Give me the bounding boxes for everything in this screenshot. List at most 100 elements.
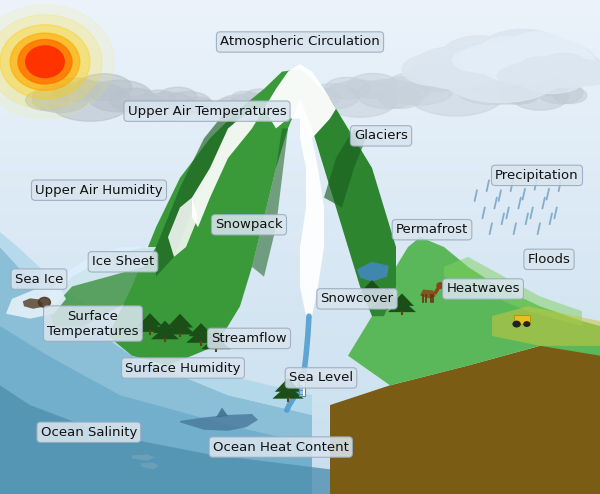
Bar	[0, 370, 600, 379]
Polygon shape	[141, 462, 159, 469]
Text: Ocean Salinity: Ocean Salinity	[41, 426, 137, 439]
Ellipse shape	[538, 82, 583, 104]
Ellipse shape	[385, 71, 454, 105]
Polygon shape	[390, 293, 414, 306]
Circle shape	[10, 33, 80, 90]
Ellipse shape	[500, 85, 539, 104]
Polygon shape	[167, 314, 193, 328]
Bar	[0, 157, 600, 165]
Bar	[0, 337, 600, 346]
Polygon shape	[23, 298, 43, 309]
Bar	[0, 181, 600, 189]
Ellipse shape	[52, 78, 100, 101]
Ellipse shape	[531, 52, 600, 87]
Ellipse shape	[26, 89, 68, 111]
Text: Snowcover: Snowcover	[320, 292, 394, 305]
Polygon shape	[357, 287, 387, 300]
Ellipse shape	[511, 82, 569, 110]
Polygon shape	[372, 294, 402, 307]
Polygon shape	[0, 232, 312, 415]
Ellipse shape	[124, 98, 153, 113]
Bar	[0, 263, 600, 272]
Bar	[0, 107, 600, 115]
Bar	[0, 140, 600, 148]
Ellipse shape	[508, 32, 566, 61]
Text: Sea Level: Sea Level	[289, 371, 353, 384]
Ellipse shape	[437, 41, 565, 102]
Ellipse shape	[478, 40, 566, 83]
Ellipse shape	[409, 63, 468, 91]
Circle shape	[523, 321, 530, 327]
Bar	[0, 8, 600, 16]
Polygon shape	[201, 336, 231, 349]
Bar	[0, 362, 600, 370]
Text: Heatwaves: Heatwaves	[446, 283, 520, 295]
Bar	[0, 445, 600, 453]
Bar	[0, 329, 600, 337]
Bar	[0, 66, 600, 74]
Bar	[0, 239, 600, 247]
Bar	[0, 453, 600, 461]
Circle shape	[512, 321, 521, 328]
Polygon shape	[300, 119, 324, 316]
Ellipse shape	[322, 81, 398, 117]
Polygon shape	[324, 128, 366, 207]
Polygon shape	[0, 385, 330, 494]
Bar	[0, 420, 600, 428]
Ellipse shape	[569, 66, 600, 85]
Polygon shape	[444, 257, 582, 326]
Bar	[0, 272, 600, 280]
Ellipse shape	[142, 90, 175, 106]
Bar	[0, 198, 600, 206]
Text: Surface Humidity: Surface Humidity	[125, 362, 241, 374]
Ellipse shape	[480, 76, 539, 104]
Text: Streamflow: Streamflow	[211, 332, 287, 345]
Ellipse shape	[347, 74, 398, 98]
Polygon shape	[48, 247, 168, 326]
Bar	[0, 173, 600, 181]
Polygon shape	[180, 414, 258, 431]
Text: Atmospheric Circulation: Atmospheric Circulation	[220, 36, 380, 48]
Bar	[0, 25, 600, 33]
Ellipse shape	[442, 36, 517, 72]
Ellipse shape	[452, 66, 533, 105]
Polygon shape	[272, 385, 304, 399]
Bar	[0, 206, 600, 214]
Bar	[0, 222, 600, 231]
Bar	[0, 280, 600, 288]
Circle shape	[0, 25, 90, 99]
Ellipse shape	[110, 88, 158, 112]
Ellipse shape	[232, 91, 257, 104]
Text: Surface
Temperatures: Surface Temperatures	[47, 310, 139, 337]
Ellipse shape	[301, 88, 340, 107]
Polygon shape	[136, 320, 164, 332]
Bar	[0, 436, 600, 445]
Ellipse shape	[503, 63, 551, 86]
Text: Upper Air Temperatures: Upper Air Temperatures	[128, 105, 286, 118]
Bar	[0, 461, 600, 469]
Bar	[0, 412, 600, 420]
Bar	[299, 386, 303, 396]
Polygon shape	[357, 262, 389, 282]
Bar	[0, 255, 600, 263]
Ellipse shape	[166, 92, 211, 114]
Polygon shape	[138, 313, 162, 326]
Ellipse shape	[550, 59, 600, 85]
Bar	[514, 315, 530, 324]
Ellipse shape	[453, 49, 499, 72]
Bar	[0, 395, 600, 404]
Ellipse shape	[87, 80, 152, 112]
Text: Floods: Floods	[527, 253, 571, 266]
Bar	[0, 16, 600, 25]
Polygon shape	[0, 247, 312, 494]
Bar	[0, 354, 600, 362]
Bar	[0, 214, 600, 222]
Ellipse shape	[159, 87, 197, 106]
Bar	[0, 124, 600, 132]
Bar	[0, 379, 600, 387]
Bar	[0, 296, 600, 305]
Ellipse shape	[378, 87, 422, 108]
Polygon shape	[108, 69, 312, 366]
Polygon shape	[156, 109, 240, 277]
Bar	[0, 346, 600, 354]
